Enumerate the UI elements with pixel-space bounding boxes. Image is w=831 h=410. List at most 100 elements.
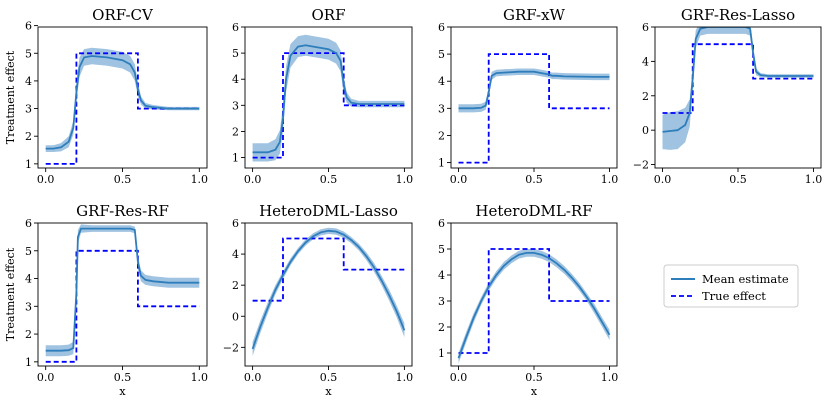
y-tick-label: 2 — [438, 129, 445, 142]
panel-title: GRF-xW — [503, 6, 566, 24]
y-tick-label: −2 — [223, 341, 239, 354]
y-tick-label: 4 — [232, 248, 239, 261]
mean-estimate-line — [251, 229, 406, 350]
y-tick-label: 2 — [642, 90, 649, 103]
x-tick-label: 0.0 — [450, 371, 468, 384]
y-tick-label: 2 — [438, 321, 445, 334]
y-tick-label: 2 — [232, 125, 239, 138]
y-tick-label: 2 — [232, 279, 239, 292]
y-tick-label: 3 — [25, 300, 32, 313]
y-tick-label: 1 — [438, 347, 445, 360]
y-tick-label: 6 — [438, 217, 445, 230]
x-tick-label: 0.0 — [450, 173, 468, 186]
x-axis-label: x — [531, 385, 538, 398]
legend-true-label: True effect — [702, 289, 766, 303]
confidence-band — [45, 47, 200, 153]
y-tick-label: 5 — [25, 245, 32, 258]
y-tick-label: 6 — [438, 21, 445, 34]
mean-estimate-line — [252, 44, 405, 154]
panel-3: 0.0 0.5 1.0 1 2 3 4 5 6 GRF-xW — [438, 6, 618, 186]
mean-estimate-line — [45, 227, 200, 352]
x-tick-label: 0.0 — [244, 371, 262, 384]
plot-frame — [37, 222, 208, 367]
panel-6: 0.0 0.5 1.0 −2 0 2 4 6 HeteroDML-Lasso x — [223, 202, 413, 398]
panel-7: 0.0 0.5 1.0 1 2 3 4 5 6 HeteroDML-RF x — [438, 202, 618, 398]
y-tick-label: 2 — [25, 328, 32, 341]
y-tick-label: 2 — [25, 130, 32, 143]
x-tick-label: 0.0 — [654, 173, 672, 186]
x-tick-label: 0.0 — [37, 371, 55, 384]
y-tick-label: 4 — [25, 273, 32, 286]
y-tick-label: 6 — [25, 20, 32, 33]
y-tick-label: −2 — [633, 159, 649, 172]
y-tick-label: 5 — [232, 47, 239, 60]
mean-estimate-line — [458, 70, 610, 110]
mean-estimate-line — [662, 27, 814, 133]
y-tick-label: 5 — [438, 243, 445, 256]
true-effect-line — [662, 43, 814, 114]
y-axis-label: Treatment effect — [4, 247, 17, 341]
y-tick-label: 5 — [438, 48, 445, 61]
x-tick-label: 1.0 — [601, 173, 619, 186]
confidence-band — [252, 227, 405, 356]
x-tick-label: 0.5 — [114, 371, 132, 384]
y-tick-label: 6 — [642, 21, 649, 34]
y-tick-label: 6 — [25, 217, 32, 230]
true-effect-line — [252, 237, 405, 302]
panel-title: HeteroDML-RF — [475, 202, 592, 220]
x-tick-label: 1.0 — [396, 173, 414, 186]
y-tick-label: 3 — [438, 102, 445, 115]
x-tick-label: 0.5 — [114, 173, 132, 186]
x-tick-label: 1.0 — [396, 371, 414, 384]
panel-title: GRF-Res-RF — [76, 202, 169, 220]
y-tick-label: 0 — [232, 310, 239, 323]
x-tick-label: 1.0 — [191, 173, 209, 186]
panel-5: 0.0 0.5 1.0 1 2 3 4 5 6 GRF-Res-RF x Treatment effe… — [4, 202, 208, 398]
x-tick-label: 0.5 — [729, 173, 747, 186]
y-tick-label: 1 — [232, 152, 239, 165]
y-axis-label: Treatment effect — [4, 50, 17, 144]
panel-4: 0.0 0.5 1.0 −2 0 2 4 6 GRF-Res-Lasso — [633, 6, 822, 186]
y-tick-label: 3 — [232, 99, 239, 112]
y-tick-label: 3 — [25, 103, 32, 116]
y-tick-label: 4 — [232, 73, 239, 86]
panel-1: 0.0 0.5 1.0 1 2 3 4 5 6 ORF-CV Treatment effect — [4, 6, 208, 186]
true-effect-line — [252, 52, 405, 159]
x-tick-label: 0.5 — [525, 371, 543, 384]
y-tick-label: 6 — [232, 21, 239, 34]
x-tick-label: 0.0 — [37, 173, 55, 186]
x-tick-label: 0.5 — [320, 371, 338, 384]
y-tick-label: 4 — [438, 75, 445, 88]
y-tick-label: 0 — [642, 124, 649, 137]
panel-title: GRF-Res-Lasso — [681, 6, 795, 24]
x-axis-label: x — [325, 385, 332, 398]
panel-title: ORF-CV — [92, 6, 154, 24]
true-effect-line — [45, 249, 200, 363]
x-tick-label: 0.5 — [320, 173, 338, 186]
panel-title: HeteroDML-Lasso — [259, 202, 398, 220]
plot-frame — [450, 26, 618, 169]
panels: 0.0 0.5 1.0 1 2 3 4 5 6 ORF-CV Treatment effect 0.0… — [4, 6, 822, 398]
confidence-band — [458, 249, 610, 364]
true-effect-line — [458, 53, 610, 164]
legend-mean-label: Mean estimate — [702, 272, 789, 286]
mean-estimate-line — [45, 55, 200, 150]
confidence-band — [252, 34, 405, 162]
x-tick-label: 0.5 — [525, 173, 543, 186]
y-tick-label: 6 — [232, 217, 239, 230]
panel-2: 0.0 0.5 1.0 1 2 3 4 5 6 ORF — [232, 6, 413, 186]
y-tick-label: 1 — [438, 157, 445, 170]
y-tick-label: 4 — [642, 55, 649, 68]
confidence-band — [45, 224, 200, 357]
y-tick-label: 4 — [25, 75, 32, 88]
y-tick-label: 5 — [25, 47, 32, 60]
panel-title: ORF — [312, 6, 346, 24]
y-tick-label: 1 — [25, 356, 32, 369]
confidence-band — [458, 68, 610, 113]
legend-frame — [663, 264, 799, 308]
y-tick-label: 3 — [438, 295, 445, 308]
legend: Mean estimate True effect — [663, 264, 799, 308]
plot-frame — [450, 222, 618, 367]
x-tick-label: 1.0 — [601, 371, 619, 384]
